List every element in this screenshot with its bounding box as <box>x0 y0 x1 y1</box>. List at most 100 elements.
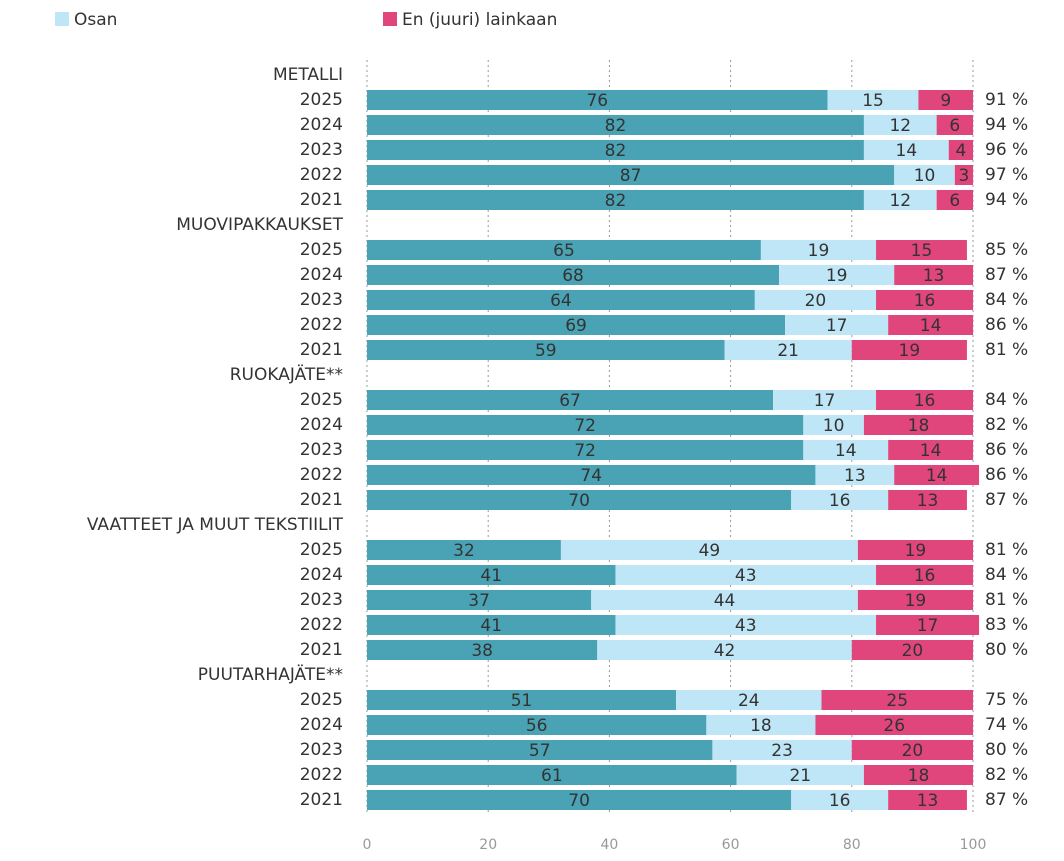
total-label: 84 % <box>985 290 1028 310</box>
bar-segment <box>367 615 616 635</box>
total-label: 86 % <box>985 440 1028 460</box>
bar-segment <box>876 240 967 260</box>
bar-segment <box>760 240 877 260</box>
y-tick-label: 2022 <box>300 315 343 335</box>
bar-segment <box>367 165 895 185</box>
data-label: 6 <box>949 191 960 211</box>
bar-segment <box>863 190 937 210</box>
data-label: 82 <box>605 116 627 136</box>
data-label: 42 <box>714 641 736 661</box>
data-label: 32 <box>453 541 475 561</box>
legend-label: Osan <box>74 10 117 30</box>
data-label: 82 <box>605 141 627 161</box>
bar-segment <box>791 490 889 510</box>
total-label: 86 % <box>985 315 1028 335</box>
data-label: 76 <box>586 91 608 111</box>
total-label: 94 % <box>985 115 1028 135</box>
total-label: 82 % <box>985 765 1028 785</box>
data-label: 49 <box>699 541 721 561</box>
data-label: 67 <box>559 391 581 411</box>
y-tick-label: 2022 <box>300 465 343 485</box>
data-label: 43 <box>735 616 757 636</box>
bar-segment <box>754 290 877 310</box>
data-label: 61 <box>541 766 563 786</box>
bar-segment <box>597 640 852 660</box>
data-label: 16 <box>829 791 851 811</box>
data-label: 37 <box>468 591 490 611</box>
bar-segment <box>876 390 973 410</box>
bar-segment <box>367 465 816 485</box>
y-tick-label: PUUTARHAJÄTE** <box>198 664 343 685</box>
data-label: 69 <box>565 316 587 336</box>
total-label: 86 % <box>985 465 1028 485</box>
x-tick-label: 40 <box>600 837 618 853</box>
bar-segment <box>936 115 973 135</box>
data-label: 14 <box>896 141 918 161</box>
total-label: 85 % <box>985 240 1028 260</box>
x-tick-label: 100 <box>960 837 987 853</box>
y-tick-label: 2021 <box>300 190 343 210</box>
data-label: 19 <box>899 341 921 361</box>
bar-segment <box>876 565 973 585</box>
bar-segment <box>803 440 889 460</box>
total-label: 80 % <box>985 640 1028 660</box>
data-label: 72 <box>574 441 596 461</box>
bar-segment <box>894 465 980 485</box>
data-label: 21 <box>789 766 811 786</box>
bar-segment <box>863 115 937 135</box>
y-tick-label: METALLI <box>273 65 343 85</box>
total-label: 96 % <box>985 140 1028 160</box>
data-label: 13 <box>923 266 945 286</box>
y-tick-label: 2022 <box>300 165 343 185</box>
total-label: 82 % <box>985 415 1028 435</box>
bar-segment <box>367 115 864 135</box>
total-label: 81 % <box>985 340 1028 360</box>
bar-segment <box>785 315 889 335</box>
y-tick-label: VAATTEET JA MUUT TEKSTIILIT <box>87 515 344 535</box>
bar-segment <box>367 265 780 285</box>
data-label: 64 <box>550 291 572 311</box>
total-label: 84 % <box>985 565 1028 585</box>
data-label: 15 <box>911 241 933 261</box>
bar-segment <box>367 90 828 110</box>
data-label: 18 <box>908 766 930 786</box>
data-label: 16 <box>829 491 851 511</box>
bar-segment <box>803 415 864 435</box>
data-label: 12 <box>889 116 911 136</box>
legend-swatch <box>383 12 397 26</box>
y-tick-label: 2021 <box>300 640 343 660</box>
data-label: 20 <box>902 641 924 661</box>
y-tick-label: 2025 <box>300 690 343 710</box>
y-tick-label: 2022 <box>300 615 343 635</box>
bar-segment <box>615 565 877 585</box>
bar-segment <box>863 140 949 160</box>
total-label: 83 % <box>985 615 1028 635</box>
bar-segment <box>948 140 973 160</box>
data-label: 17 <box>814 391 836 411</box>
bar-segment <box>779 265 895 285</box>
data-label: 25 <box>886 691 908 711</box>
x-tick-label: 80 <box>843 837 861 853</box>
bar-segment <box>367 390 774 410</box>
data-label: 18 <box>750 716 772 736</box>
data-label: 12 <box>889 191 911 211</box>
bar-segment <box>676 690 822 710</box>
total-label: 81 % <box>985 590 1028 610</box>
bar-segment <box>827 90 919 110</box>
total-label: 84 % <box>985 390 1028 410</box>
data-label: 87 <box>620 166 642 186</box>
bar-segment <box>894 265 973 285</box>
data-label: 23 <box>771 741 793 761</box>
y-tick-label: 2022 <box>300 765 343 785</box>
data-label: 6 <box>949 116 960 136</box>
data-label: 51 <box>511 691 533 711</box>
data-label: 10 <box>823 416 845 436</box>
data-label: 59 <box>535 341 557 361</box>
bar-segment <box>863 415 973 435</box>
data-label: 65 <box>553 241 575 261</box>
bar-segment <box>815 465 895 485</box>
bar-segment <box>888 790 967 810</box>
data-label: 41 <box>480 616 502 636</box>
data-label: 4 <box>955 141 966 161</box>
bar-segment <box>367 490 792 510</box>
